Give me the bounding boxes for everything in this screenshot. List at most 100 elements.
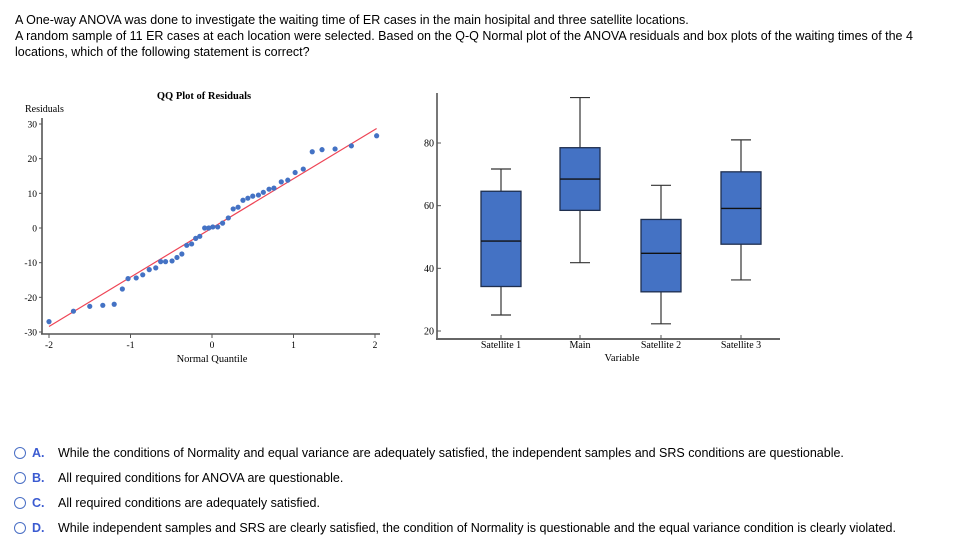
qq-x-tick-label: -1: [127, 341, 135, 351]
option-d[interactable]: D. While independent samples and SRS are…: [14, 515, 959, 540]
option-b[interactable]: B. All required conditions for ANOVA are…: [14, 465, 959, 490]
option-d-text: While independent samples and SRS are cl…: [58, 520, 896, 535]
box-satellite-3: [720, 139, 762, 281]
box-iqr: [640, 218, 682, 293]
qq-plot: QQ Plot of Residuals Residuals Normal Qu…: [24, 91, 380, 365]
qq-point: [240, 197, 246, 203]
option-d-letter: D.: [32, 520, 45, 535]
question-line-2: A random sample of 11 ER cases at each l…: [15, 29, 913, 59]
qq-point: [70, 308, 77, 314]
radio-button-b[interactable]: [14, 471, 26, 484]
qq-point: [140, 272, 146, 278]
qq-point: [250, 193, 256, 199]
qq-point: [285, 177, 291, 183]
qq-point: [46, 319, 52, 325]
box-satellite-2: [640, 184, 682, 325]
qq-point: [271, 185, 277, 191]
qq-point: [300, 166, 306, 172]
box-x-tick-label: Satellite 1: [481, 340, 521, 351]
option-a[interactable]: A. While the conditions of Normality and…: [14, 440, 959, 465]
qq-y-tick-label: 30: [28, 121, 38, 131]
qq-point: [225, 215, 231, 221]
box-x-ticks: Satellite 1 Main Satellite 2 Satellite 3: [481, 335, 761, 351]
qq-point: [158, 259, 164, 265]
qq-point: [111, 301, 117, 307]
qq-point: [169, 258, 175, 264]
qq-point: [179, 251, 185, 257]
qq-point: [348, 143, 354, 149]
qq-point: [125, 276, 131, 282]
qq-point: [292, 169, 298, 176]
qq-x-tick-label: -2: [45, 341, 53, 351]
qq-point: [245, 195, 251, 201]
qq-point: [174, 254, 180, 261]
option-b-letter: B.: [32, 470, 45, 485]
qq-y-ticks: 30 20 10 0 -10 -20 -30: [24, 121, 42, 339]
qq-point: [133, 275, 139, 281]
radio-button-d[interactable]: [14, 521, 26, 534]
qq-y-tick-label: 20: [28, 155, 38, 165]
option-a-text: While the conditions of Normality and eq…: [58, 445, 844, 460]
qq-point: [87, 303, 93, 309]
qq-point: [184, 242, 190, 248]
option-c[interactable]: C. All required conditions are adequatel…: [14, 490, 959, 515]
qq-point: [146, 267, 152, 273]
radio-button-a[interactable]: [14, 446, 26, 459]
option-c-letter: C.: [32, 495, 45, 510]
box-x-tick-label: Satellite 2: [641, 340, 681, 351]
qq-point: [193, 235, 199, 241]
box-y-tick-label: 60: [424, 201, 434, 212]
qq-y-tick-label: -30: [24, 329, 37, 339]
qq-point: [319, 147, 325, 153]
qq-point: [235, 204, 241, 210]
qq-point: [219, 220, 226, 226]
qq-point: [197, 233, 203, 239]
box-x-tick-label: Satellite 3: [721, 340, 761, 351]
qq-x-tick-label: 0: [210, 341, 215, 351]
qq-plot-ylabel: Residuals: [25, 104, 64, 115]
qq-x-ticks: -2 -1 0 1 2: [45, 334, 378, 351]
box-marks: [480, 96, 762, 325]
qq-point: [278, 179, 284, 185]
option-a-letter: A.: [32, 445, 45, 460]
qq-point: [189, 241, 195, 247]
box-y-ticks: 80 60 40 20: [424, 139, 441, 338]
qq-point: [162, 259, 169, 265]
box-plot-xlabel: Variable: [605, 353, 640, 364]
qq-y-tick-label: -10: [24, 259, 37, 269]
box-y-tick-label: 40: [424, 264, 434, 275]
option-c-text: All required conditions are adequately s…: [58, 495, 320, 510]
qq-point: [309, 149, 315, 155]
qq-points: [46, 133, 380, 325]
answer-options: A. While the conditions of Normality and…: [14, 440, 959, 540]
qq-point: [119, 286, 125, 292]
qq-y-tick-label: -20: [24, 294, 37, 304]
box-satellite-1: [480, 168, 522, 316]
radio-button-c[interactable]: [14, 496, 26, 509]
qq-point: [202, 225, 208, 231]
qq-point: [215, 224, 221, 230]
box-iqr: [480, 190, 522, 288]
option-b-text: All required conditions for ANOVA are qu…: [58, 470, 344, 485]
qq-point: [374, 133, 380, 139]
qq-y-tick-label: 10: [28, 190, 38, 200]
box-main: [559, 96, 601, 264]
qq-point: [100, 302, 106, 308]
qq-point: [206, 225, 212, 231]
qq-point: [210, 224, 216, 230]
box-y-tick-label: 20: [424, 327, 434, 338]
box-x-tick-label: Main: [569, 340, 590, 351]
question-text: A One-way ANOVA was done to investigate …: [15, 12, 955, 60]
qq-point: [260, 189, 266, 195]
box-y-tick-label: 80: [424, 139, 434, 150]
qq-y-tick-label: 0: [32, 225, 37, 235]
qq-point: [230, 206, 236, 212]
qq-point: [255, 192, 262, 198]
question-line-1: A One-way ANOVA was done to investigate …: [15, 13, 689, 27]
qq-plot-title: QQ Plot of Residuals: [157, 91, 251, 102]
qq-x-tick-label: 1: [291, 341, 296, 351]
qq-point: [266, 186, 272, 192]
qq-x-tick-label: 2: [373, 341, 378, 351]
qq-point: [332, 146, 338, 152]
